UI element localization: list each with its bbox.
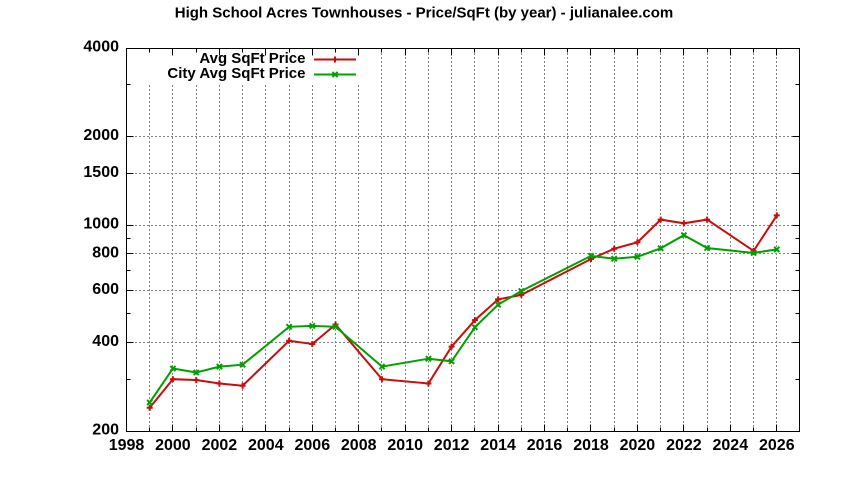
svg-text:2000: 2000 (155, 437, 191, 454)
svg-text:2012: 2012 (434, 437, 470, 454)
svg-text:2010: 2010 (387, 437, 423, 454)
svg-text:600: 600 (92, 281, 119, 298)
svg-text:400: 400 (92, 333, 119, 350)
svg-text:2026: 2026 (759, 437, 795, 454)
svg-text:2016: 2016 (527, 437, 563, 454)
svg-text:2004: 2004 (248, 437, 284, 454)
svg-text:Avg SqFt Price: Avg SqFt Price (199, 50, 305, 67)
svg-text:2014: 2014 (480, 437, 516, 454)
svg-text:2002: 2002 (202, 437, 238, 454)
svg-text:2006: 2006 (295, 437, 331, 454)
svg-text:800: 800 (92, 244, 119, 261)
svg-text:2022: 2022 (666, 437, 702, 454)
svg-text:2018: 2018 (573, 437, 609, 454)
svg-text:1500: 1500 (83, 164, 119, 181)
svg-text:City Avg SqFt Price: City Avg SqFt Price (167, 65, 305, 82)
svg-text:200: 200 (92, 422, 119, 439)
svg-text:1998: 1998 (109, 437, 145, 454)
svg-text:2024: 2024 (713, 437, 749, 454)
svg-text:2020: 2020 (620, 437, 656, 454)
svg-text:2008: 2008 (341, 437, 377, 454)
svg-text:2000: 2000 (83, 127, 119, 144)
svg-text:High School Acres Townhouses -: High School Acres Townhouses - Price/SqF… (175, 5, 673, 22)
svg-text:1000: 1000 (83, 216, 119, 233)
svg-text:4000: 4000 (83, 39, 119, 56)
